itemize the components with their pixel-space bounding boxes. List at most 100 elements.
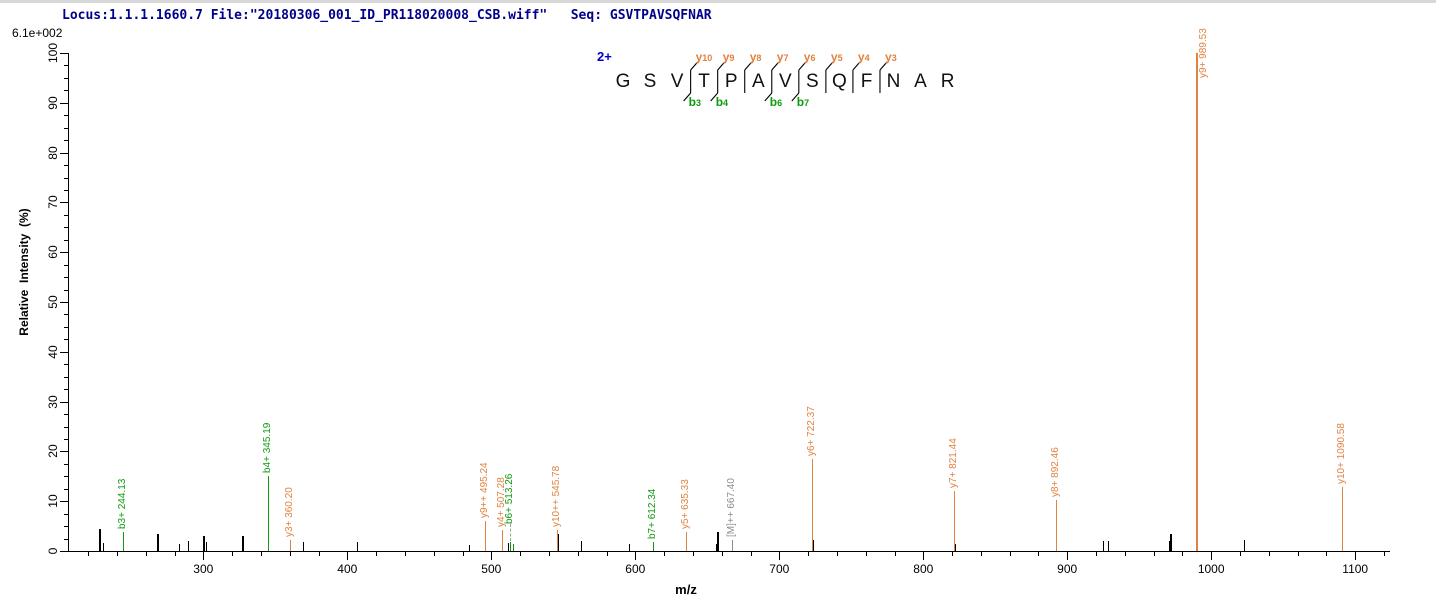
x-minor-tick (462, 551, 464, 556)
y-major-tick (60, 451, 68, 453)
x-minor-tick (750, 551, 752, 556)
unassigned-peak (508, 543, 510, 551)
unassigned-peak (157, 534, 160, 551)
x-tick-label: 300 (193, 562, 214, 576)
y-minor-tick (64, 414, 68, 416)
y-major-tick (60, 202, 68, 204)
y-minor-tick (64, 526, 68, 528)
x-major-tick (1067, 551, 1069, 560)
y-ion-label: y4 (857, 50, 870, 64)
y-tick-label: 0 (46, 547, 60, 555)
y-ion-label: y7 (776, 50, 789, 64)
y-minor-tick (64, 513, 68, 515)
x-minor-tick (318, 551, 320, 556)
y-minor-tick (64, 90, 68, 92)
x-major-tick (203, 551, 205, 560)
residue: S (643, 71, 657, 92)
unassigned-peak (188, 541, 190, 551)
y-tick-label: 70 (46, 195, 60, 210)
y-major-tick (60, 102, 68, 104)
y-axis-title: Relative Intensity (%) (17, 208, 31, 336)
x-tick-label: 600 (625, 562, 646, 576)
fragment-peak (653, 542, 655, 551)
y-minor-tick (64, 463, 68, 465)
x-major-tick (1355, 551, 1357, 560)
fragment-peak (1196, 53, 1199, 551)
unassigned-peak (715, 543, 717, 551)
unassigned-peak (303, 542, 305, 551)
x-axis (66, 551, 1390, 552)
y-minor-tick (64, 264, 68, 266)
residue: N (886, 71, 901, 92)
unassigned-peak (1108, 540, 1109, 551)
residue: V (670, 71, 684, 92)
x-axis-title: m/z (675, 582, 697, 597)
x-major-tick (635, 551, 637, 560)
y-major-tick (60, 401, 68, 403)
fragment-peak (484, 520, 486, 551)
y-minor-tick (64, 438, 68, 440)
y-tick-label: 60 (46, 245, 60, 259)
fragment-peak (510, 541, 512, 551)
peak-label: b3+ 244.13 (116, 478, 128, 530)
fragment-peak (290, 539, 291, 551)
residue: A (751, 71, 765, 92)
y-ion-label: y8 (749, 50, 762, 64)
x-minor-tick (1297, 551, 1299, 556)
x-minor-tick (1240, 551, 1241, 556)
peak-label: y7+ 821.44 (948, 438, 960, 489)
x-minor-tick (174, 551, 176, 556)
peak-label: y8+ 892.46 (1050, 447, 1062, 498)
y-minor-tick (64, 77, 68, 79)
y-tick-label: 20 (46, 444, 60, 459)
y-major-tick (60, 351, 68, 353)
x-minor-tick (606, 551, 608, 556)
fragment-peak (686, 531, 688, 551)
peak-label: [M]++ 667.40 (726, 478, 738, 537)
x-minor-tick (1268, 551, 1270, 556)
unassigned-peak (813, 540, 815, 551)
x-tick-label: 700 (769, 562, 790, 576)
y-tick-label: 80 (46, 145, 60, 160)
x-tick-label: 1000 (1197, 562, 1225, 576)
y-minor-tick (64, 364, 68, 366)
unassigned-peak (202, 535, 205, 551)
x-minor-tick (520, 551, 522, 556)
y-minor-tick (64, 277, 68, 279)
fragment-peak (122, 532, 124, 551)
y-minor-tick (64, 339, 68, 341)
y-ion-label: y10 (695, 50, 713, 64)
x-major-tick (923, 551, 925, 560)
b-ion-label: b3 (688, 95, 701, 109)
x-minor-tick (145, 551, 147, 556)
x-major-tick (1211, 551, 1213, 560)
residue: T (698, 71, 710, 92)
peak-label: y9++ 495.24 (478, 461, 490, 518)
y-minor-tick (64, 227, 68, 229)
unassigned-peak (178, 544, 180, 551)
x-tick-label: 900 (1057, 562, 1078, 576)
unassigned-peak (468, 544, 470, 551)
peak-label: b7+ 612.34 (647, 488, 659, 539)
y-major-tick (60, 501, 68, 503)
x-minor-tick (289, 551, 291, 556)
y-ion-label: y5 (830, 50, 843, 64)
x-major-tick (779, 551, 781, 560)
y-minor-tick (64, 314, 68, 316)
peak-label: y6+ 722.37 (805, 406, 817, 456)
spectrum-header: Locus:1.1.1.1660.7 File:"20180306_001_ID… (62, 8, 712, 23)
y-minor-tick (64, 140, 68, 142)
x-minor-tick (664, 551, 666, 556)
fragment-peak (954, 491, 956, 551)
x-minor-tick (1038, 551, 1040, 556)
x-minor-tick (260, 551, 262, 556)
x-tick-label: 800 (913, 562, 934, 576)
y-minor-tick (64, 189, 68, 191)
y-minor-tick (64, 177, 68, 179)
y-minor-tick (64, 165, 68, 167)
x-minor-tick (548, 551, 550, 556)
peak-label: y10++ 545.78 (551, 465, 563, 528)
x-tick-label: 400 (337, 562, 358, 576)
x-minor-tick (865, 551, 867, 556)
unassigned-peak (628, 544, 630, 551)
